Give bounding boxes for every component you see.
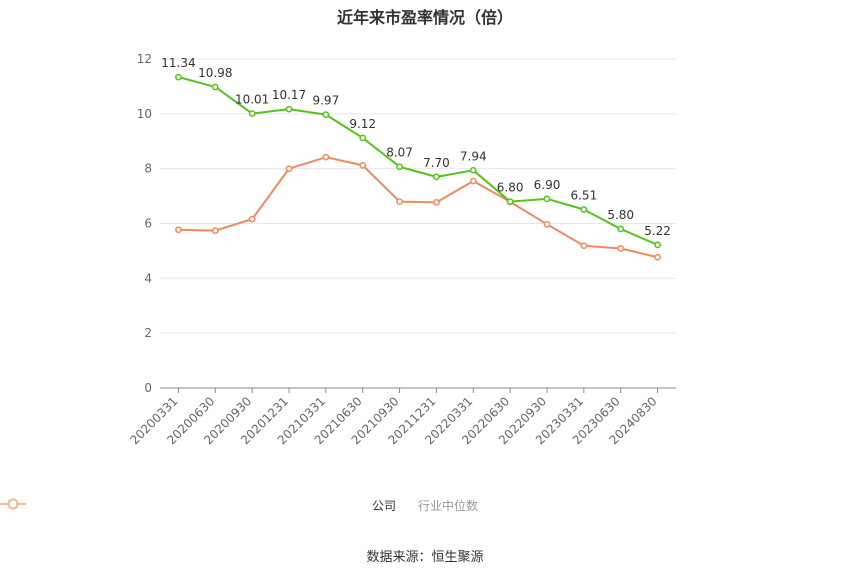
chart-title: 近年来市盈率情况（倍）: [336, 8, 513, 27]
industry-point: [211, 227, 219, 234]
industry-point: [248, 215, 256, 223]
company-point: [506, 198, 514, 205]
y-tick-label: 6: [144, 217, 152, 231]
company-point: [322, 111, 330, 119]
y-tick-label: 4: [144, 271, 152, 285]
legend-label-company: 公司: [371, 499, 396, 513]
y-tick-label: 12: [137, 52, 152, 66]
y-axis-ticks: 0 2 4 6 8 10 12: [137, 52, 152, 395]
company-series-line: [178, 76, 658, 246]
y-tick-label: 8: [144, 162, 152, 176]
series-group: [175, 73, 661, 261]
grid-lines: [160, 58, 676, 334]
company-point: [175, 73, 182, 81]
y-tick-label: 0: [144, 381, 152, 395]
legend-item-company[interactable]: 公司: [0, 497, 396, 514]
company-data-label: 10.98: [198, 66, 232, 80]
legend: 公司 行业中位数: [0, 497, 850, 514]
data-source: 数据来源：恒生聚源: [366, 550, 484, 565]
industry-point: [580, 242, 588, 250]
company-point: [580, 206, 588, 213]
company-point: [433, 173, 440, 181]
y-tick-label: 10: [137, 107, 152, 121]
industry-point: [396, 198, 403, 205]
industry-series-line: [178, 156, 658, 259]
company-data-label: 8.07: [386, 146, 413, 160]
company-point: [248, 110, 256, 117]
company-data-label: 5.80: [607, 208, 634, 222]
company-data-label: 6.90: [534, 178, 561, 192]
company-data-label: 9.97: [312, 94, 339, 108]
industry-point: [543, 220, 551, 228]
industry-point: [469, 177, 477, 185]
company-data-label: 6.51: [570, 189, 597, 203]
company-point: [654, 241, 661, 249]
company-data-label: 5.22: [644, 224, 671, 238]
company-data-label: 10.17: [272, 88, 306, 102]
company-point: [469, 166, 477, 174]
legend-label-industry: 行业中位数: [418, 499, 479, 513]
industry-point: [322, 153, 330, 161]
x-axis: 2020033120200630202009302020123120210331…: [127, 387, 676, 447]
industry-point: [175, 226, 182, 234]
company-point: [359, 134, 367, 142]
industry-point: [654, 253, 661, 261]
company-point: [396, 163, 403, 171]
company-point: [285, 105, 293, 113]
company-point: [543, 195, 551, 203]
legend-item-industry[interactable]: 行业中位数: [0, 497, 479, 514]
company-data-label: 6.80: [497, 181, 524, 195]
company-data-label: 11.34: [161, 56, 195, 70]
y-tick-label: 2: [144, 326, 152, 340]
company-point: [211, 83, 219, 91]
industry-point: [617, 245, 625, 252]
industry-point: [285, 165, 293, 173]
company-data-label: 7.94: [460, 149, 487, 163]
industry-point: [359, 162, 367, 169]
company-data-label: 10.01: [235, 93, 269, 107]
company-point: [617, 225, 625, 233]
industry-point: [433, 199, 440, 206]
legend-industry-marker-icon: [0, 498, 26, 510]
company-data-label: 7.70: [423, 156, 450, 170]
company-data-label: 9.12: [349, 117, 376, 131]
